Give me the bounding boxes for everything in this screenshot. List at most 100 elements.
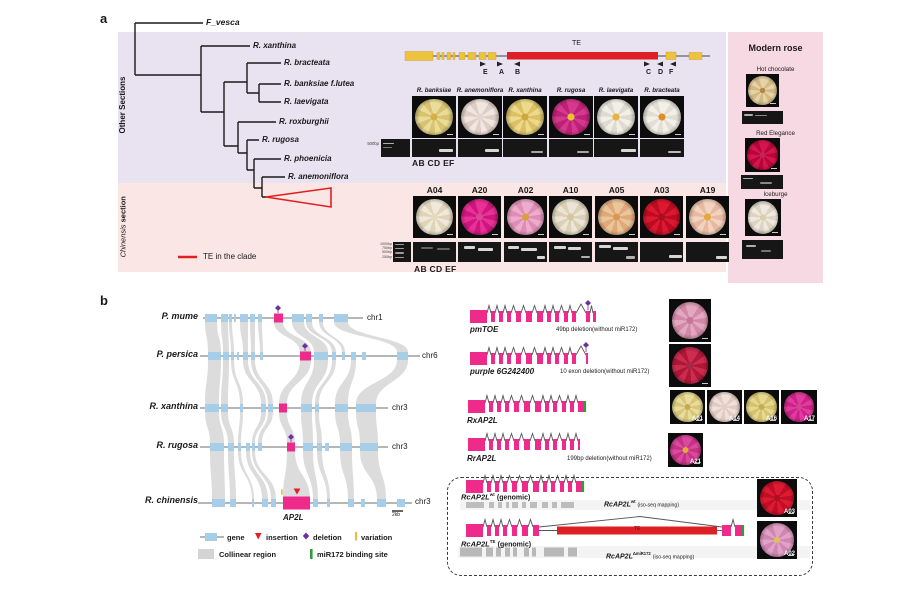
legend-variation-tick: [355, 532, 357, 541]
chr-label: chr1: [367, 312, 383, 322]
flower-photo-a02: [504, 196, 547, 238]
flower-photo-a14: A14: [707, 390, 742, 424]
structure-name-rcap2l-te: RcAP2LTE (genomic): [461, 539, 531, 549]
flower-image: [415, 98, 453, 136]
panel-a-label: a: [100, 11, 108, 26]
flower-image: [461, 98, 499, 136]
flower-image: [643, 98, 681, 136]
gene-name: RcAP2L: [606, 552, 633, 560]
chr-label: chr3: [392, 441, 408, 451]
legend-gene-box: [205, 533, 217, 541]
chinensis-italic: Chinensis: [118, 224, 128, 258]
synteny-species-label: P. persica: [156, 349, 198, 359]
legend-insertion-triangle: [255, 533, 262, 540]
flower-image: [672, 392, 703, 422]
structure-name-purple6g: purple 6G242400: [470, 367, 535, 376]
flower-photo-a01: A01: [670, 390, 705, 424]
flower-image: [747, 201, 779, 234]
accession-label: A20: [471, 185, 488, 195]
panel-b-label: b: [100, 293, 108, 308]
primer-label-a: A: [499, 69, 505, 76]
flower-photo-a10: [549, 196, 592, 238]
structure-note-purple6g: 10 exon deletion(without miR172): [560, 369, 650, 375]
flower-photo-a03: [640, 196, 683, 238]
flower-image: [461, 198, 498, 236]
flower-image: [759, 523, 795, 557]
accession-label: A05: [608, 185, 625, 195]
legend-mir172-label: miR172 binding site: [317, 550, 388, 559]
gene-name: RcAP2L: [461, 492, 490, 501]
flower-photo-purple6g: [669, 344, 711, 387]
primer-label-f: F: [669, 69, 674, 76]
isoseq-label-rcap2l-delta: RcAP2LΔmiR172 (iso-seq mapping): [606, 551, 694, 561]
flower-photo-a16: A16: [744, 390, 779, 424]
accession-label: A10: [562, 185, 579, 195]
flower-photo-hot-chocolate: [746, 74, 779, 107]
flower-image: [507, 198, 544, 236]
structure-name-rrap2l: RrAP2L: [467, 454, 497, 463]
other-sections-label: Other Sections: [118, 76, 127, 134]
legend-symbols: [198, 510, 403, 559]
flower-photo-r-xanthina: [503, 96, 547, 138]
primer-label-b: B: [515, 69, 521, 76]
accession-label: A02: [517, 185, 534, 195]
flower-photo-a20: [458, 196, 501, 238]
flower-image: [506, 98, 544, 136]
flower-photo-r-laevigata: [594, 96, 638, 138]
structure-note-pmtoe: 49bp deletion(without miR172): [556, 327, 638, 333]
flower-image: [783, 392, 815, 422]
primer-label-e: E: [483, 69, 488, 76]
collinear-ribbons: [205, 322, 408, 499]
accession-label: A19: [699, 185, 716, 195]
photo-label: A14: [728, 416, 740, 422]
structure-note-rrap2l: 199bp deletion(without miR172): [567, 456, 652, 462]
te-clade-legend-label: TE in the clade: [203, 252, 257, 261]
wild-species-label: R. banksiae: [416, 87, 452, 94]
flower-photo-a02-te: A02: [757, 521, 797, 559]
gel-lane: [412, 139, 456, 157]
wild-species-label: R. laevigata: [598, 87, 634, 94]
flower-photo-r-anemoniflora: [458, 96, 502, 138]
flower-photo-pmtoe: [669, 299, 711, 342]
gene-name: RcAP2L: [461, 539, 490, 549]
flower-image: [671, 301, 709, 340]
primer-label-d: D: [658, 69, 664, 76]
scale-label: 2kb: [392, 512, 401, 518]
flower-photo-a03-wt: A03: [757, 479, 797, 517]
structure-name-rcap2l-wt: RcAP2Lwt (genomic): [461, 492, 530, 501]
photo-label: A01: [691, 416, 703, 422]
flower-image: [643, 198, 680, 236]
gene-structures: [458, 300, 810, 558]
legend-insertion-label: insertion: [266, 532, 298, 542]
gel-lane: [504, 242, 547, 262]
flower-photo-red-elegance: [745, 138, 780, 172]
gel-lane: [640, 139, 684, 157]
flower-image: [670, 435, 701, 465]
tree-tip-species: R. xanthina: [253, 41, 297, 50]
te-bar-label-rcap2l: TE: [634, 526, 641, 532]
ladder-label: 750bp: [382, 245, 392, 250]
wild-species-label: R. bracteata: [644, 87, 680, 94]
accession-label: A03: [653, 185, 670, 195]
wild-species-label: R. anemoniflora: [456, 87, 504, 94]
tree-tip-species: R. bracteata: [284, 58, 330, 67]
legend-mir172-tick: [310, 549, 313, 559]
primer-pairs-label: AB CD EF: [412, 157, 455, 168]
flower-photo-a19: [686, 196, 729, 238]
legend-deletion-label: deletion: [313, 532, 342, 542]
wild-species-label: R. rugosa: [556, 87, 586, 94]
gel-lane: [503, 139, 547, 157]
legend-collinear-box: [198, 549, 214, 559]
gene-suffix: (iso-seq mapping): [637, 502, 679, 509]
accession-label: A04: [426, 185, 443, 195]
flower-photo-r-banksiae: [412, 96, 456, 138]
flower-image: [552, 198, 589, 236]
gel-lane: [549, 139, 593, 157]
modern-rose-title: Modern rose: [748, 43, 803, 53]
gel-lane: [458, 139, 502, 157]
flower-image: [598, 198, 635, 236]
legend-deletion-diamond: [302, 532, 310, 540]
chinensis-section-label: Chinensis section: [118, 187, 128, 267]
